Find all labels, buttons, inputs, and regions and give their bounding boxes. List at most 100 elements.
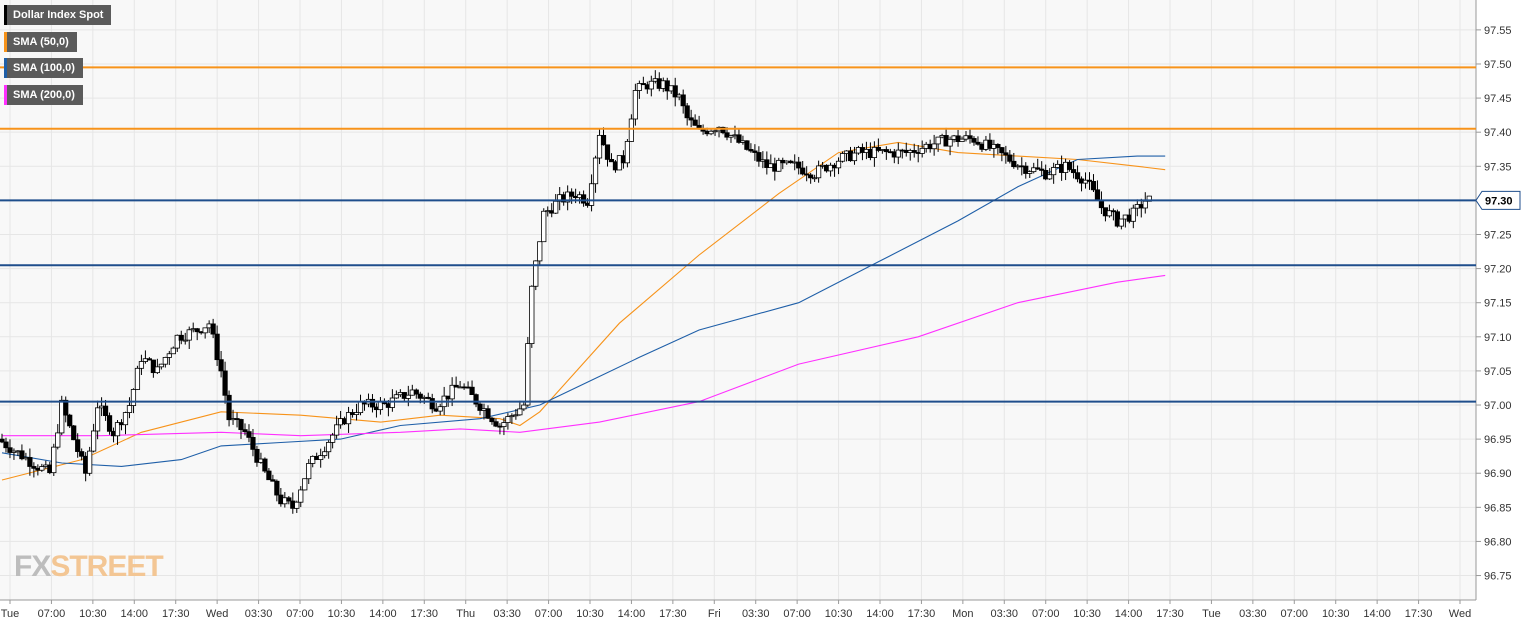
candle-body: [1094, 189, 1101, 201]
candle-body: [1031, 167, 1037, 173]
y-tick-label: 96.80: [1484, 536, 1512, 548]
candle-body: [266, 470, 272, 481]
candle-body: [736, 134, 742, 143]
x-tick-label: 14:00: [1115, 608, 1143, 620]
candle-body: [1066, 161, 1073, 170]
x-tick-label: 10:30: [825, 608, 853, 620]
candle-body: [600, 134, 607, 146]
candle-body: [720, 126, 726, 134]
candle-body: [752, 150, 758, 153]
x-tick-label: 14:00: [618, 608, 646, 620]
candle-body: [405, 394, 411, 399]
candle-body: [150, 359, 156, 374]
x-tick-label: 17:30: [162, 608, 190, 620]
x-tick-label: 14:00: [866, 608, 894, 620]
x-tick-label: 03:30: [991, 608, 1019, 620]
candle-body: [684, 105, 690, 119]
candle-body: [501, 422, 507, 427]
x-tick-label: 03:30: [493, 608, 521, 620]
candle-body: [1110, 210, 1117, 213]
candle-body: [298, 489, 304, 503]
candle-body: [911, 150, 917, 153]
x-tick-label: 03:30: [742, 608, 770, 620]
plot-area: [0, 0, 1476, 600]
candle-body: [624, 141, 631, 164]
candle-body: [19, 450, 25, 460]
x-tick-label: 17:30: [659, 608, 687, 620]
candle-body: [975, 141, 981, 145]
candle-body: [640, 83, 646, 86]
candle-body: [537, 241, 543, 262]
candle-body: [138, 361, 145, 369]
y-tick-label: 97.05: [1484, 366, 1512, 378]
y-tick-label: 97.15: [1484, 298, 1512, 310]
candle-body: [210, 323, 216, 335]
candle-body: [250, 437, 256, 450]
candle-body: [218, 359, 224, 372]
candle-body: [839, 153, 846, 162]
candle-body: [7, 447, 13, 453]
candle-body: [648, 80, 654, 90]
y-tick-label: 97.20: [1484, 264, 1512, 276]
candle-body: [895, 149, 901, 158]
candle-body: [334, 424, 340, 436]
x-tick-label: 07:00: [783, 608, 811, 620]
candle-body: [816, 165, 822, 179]
candle-body: [967, 135, 973, 139]
candle-body: [724, 132, 730, 138]
series-line-sma-200: [2, 274, 1166, 437]
candle-body: [1007, 154, 1013, 162]
candle-body: [1142, 200, 1148, 209]
candle-body: [588, 183, 595, 206]
candle-body: [67, 414, 73, 427]
candle-body: [254, 448, 260, 463]
candle-body: [0, 438, 5, 443]
candle-body: [812, 177, 818, 180]
candle-body: [883, 149, 889, 153]
x-tick-label: 03:30: [1239, 608, 1267, 620]
candle-body: [748, 149, 754, 152]
candle-body: [286, 497, 292, 502]
y-tick-label: 97.40: [1484, 127, 1512, 139]
candle-body: [222, 370, 228, 396]
candle-body: [485, 408, 491, 419]
x-tick-label: 17:30: [908, 608, 936, 620]
candle-body: [835, 160, 842, 169]
candle-body: [389, 397, 395, 408]
x-tick-label: Tue: [1202, 608, 1221, 620]
candle-body: [369, 398, 376, 408]
x-tick-label: Wed: [1449, 608, 1471, 620]
candle-body: [533, 260, 539, 287]
candle-body: [469, 386, 475, 396]
candle-body: [178, 334, 184, 341]
candle-body: [55, 432, 61, 448]
legend-item-sma-100: SMA (100,0): [4, 58, 83, 78]
candle-body: [800, 167, 806, 175]
candle-body: [63, 399, 69, 416]
last-price-tag: 97.30: [1475, 190, 1521, 210]
candle-body: [608, 159, 615, 163]
candle-body: [79, 451, 85, 457]
candle-body: [808, 174, 814, 179]
candle-body: [170, 347, 176, 355]
candle-body: [628, 118, 634, 142]
candle-body: [569, 191, 575, 197]
x-tick-label: Fri: [708, 608, 721, 620]
candle-body: [95, 407, 101, 432]
candle-body: [680, 94, 686, 107]
x-tick-label: 03:30: [245, 608, 273, 620]
y-tick-label: 97.45: [1484, 93, 1512, 105]
candle-body: [91, 430, 97, 452]
candle-body: [875, 146, 881, 151]
candle-body: [776, 159, 782, 172]
candle-body: [158, 363, 164, 368]
candle-body: [294, 501, 300, 509]
candle-body: [1086, 179, 1093, 182]
candlesticks: [0, 70, 1152, 514]
fxstreet-logo: FXSTREET: [14, 550, 164, 583]
candle-body: [919, 147, 925, 154]
x-tick-label: 17:30: [1156, 608, 1184, 620]
x-tick-label: 17:30: [411, 608, 439, 620]
candle-body: [505, 416, 511, 423]
candle-body: [102, 405, 109, 417]
